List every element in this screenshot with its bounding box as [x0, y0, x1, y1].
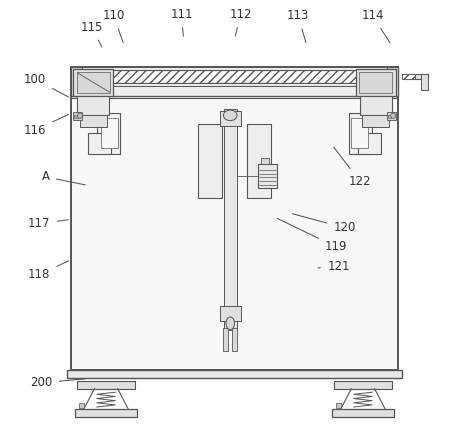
Bar	[88, 133, 111, 153]
Bar	[402, 74, 415, 79]
Bar	[224, 109, 237, 330]
Bar	[258, 164, 277, 187]
Bar	[82, 70, 387, 83]
Ellipse shape	[223, 110, 237, 121]
Bar	[67, 370, 402, 378]
Bar	[80, 115, 107, 127]
Text: 200: 200	[30, 376, 85, 389]
Bar	[75, 409, 137, 417]
Bar	[349, 113, 372, 153]
Text: 118: 118	[28, 261, 68, 281]
Bar	[82, 66, 387, 70]
Text: 100: 100	[24, 73, 68, 97]
Bar	[77, 96, 109, 115]
Text: 120: 120	[292, 214, 356, 234]
Ellipse shape	[226, 317, 234, 330]
Bar	[362, 115, 389, 127]
Bar	[198, 124, 222, 198]
Text: 119: 119	[277, 219, 348, 253]
Bar	[421, 74, 428, 90]
Circle shape	[391, 113, 396, 118]
Bar	[71, 66, 398, 96]
Bar	[79, 403, 84, 409]
Bar	[356, 69, 396, 96]
Text: 121: 121	[318, 259, 350, 273]
Bar	[359, 72, 393, 93]
Bar	[71, 66, 398, 370]
Circle shape	[77, 113, 83, 118]
Bar	[334, 381, 392, 389]
Text: 115: 115	[81, 20, 104, 47]
Bar	[219, 306, 241, 321]
Bar	[261, 158, 269, 164]
Text: 114: 114	[361, 9, 390, 43]
Bar	[75, 115, 78, 118]
Bar	[101, 118, 118, 148]
Bar	[335, 403, 340, 409]
Bar	[332, 409, 394, 417]
Bar	[351, 118, 368, 148]
Text: 122: 122	[334, 147, 371, 188]
Bar	[247, 124, 271, 198]
Bar	[402, 74, 428, 79]
Text: 117: 117	[28, 217, 68, 230]
Text: 110: 110	[102, 9, 125, 43]
Bar	[73, 69, 113, 96]
Bar	[223, 328, 228, 351]
Bar	[73, 112, 83, 120]
Bar	[358, 133, 381, 153]
Bar	[360, 96, 392, 115]
Text: 116: 116	[23, 115, 68, 137]
Bar	[82, 83, 387, 86]
Bar	[76, 72, 110, 93]
Text: 112: 112	[230, 8, 252, 36]
Bar	[388, 115, 391, 118]
Bar	[97, 113, 120, 153]
Bar	[232, 328, 237, 351]
Bar	[77, 381, 135, 389]
Text: 113: 113	[287, 9, 310, 43]
Text: A: A	[42, 170, 85, 185]
Bar	[386, 112, 396, 120]
Bar	[219, 111, 241, 126]
Text: 111: 111	[170, 8, 193, 36]
